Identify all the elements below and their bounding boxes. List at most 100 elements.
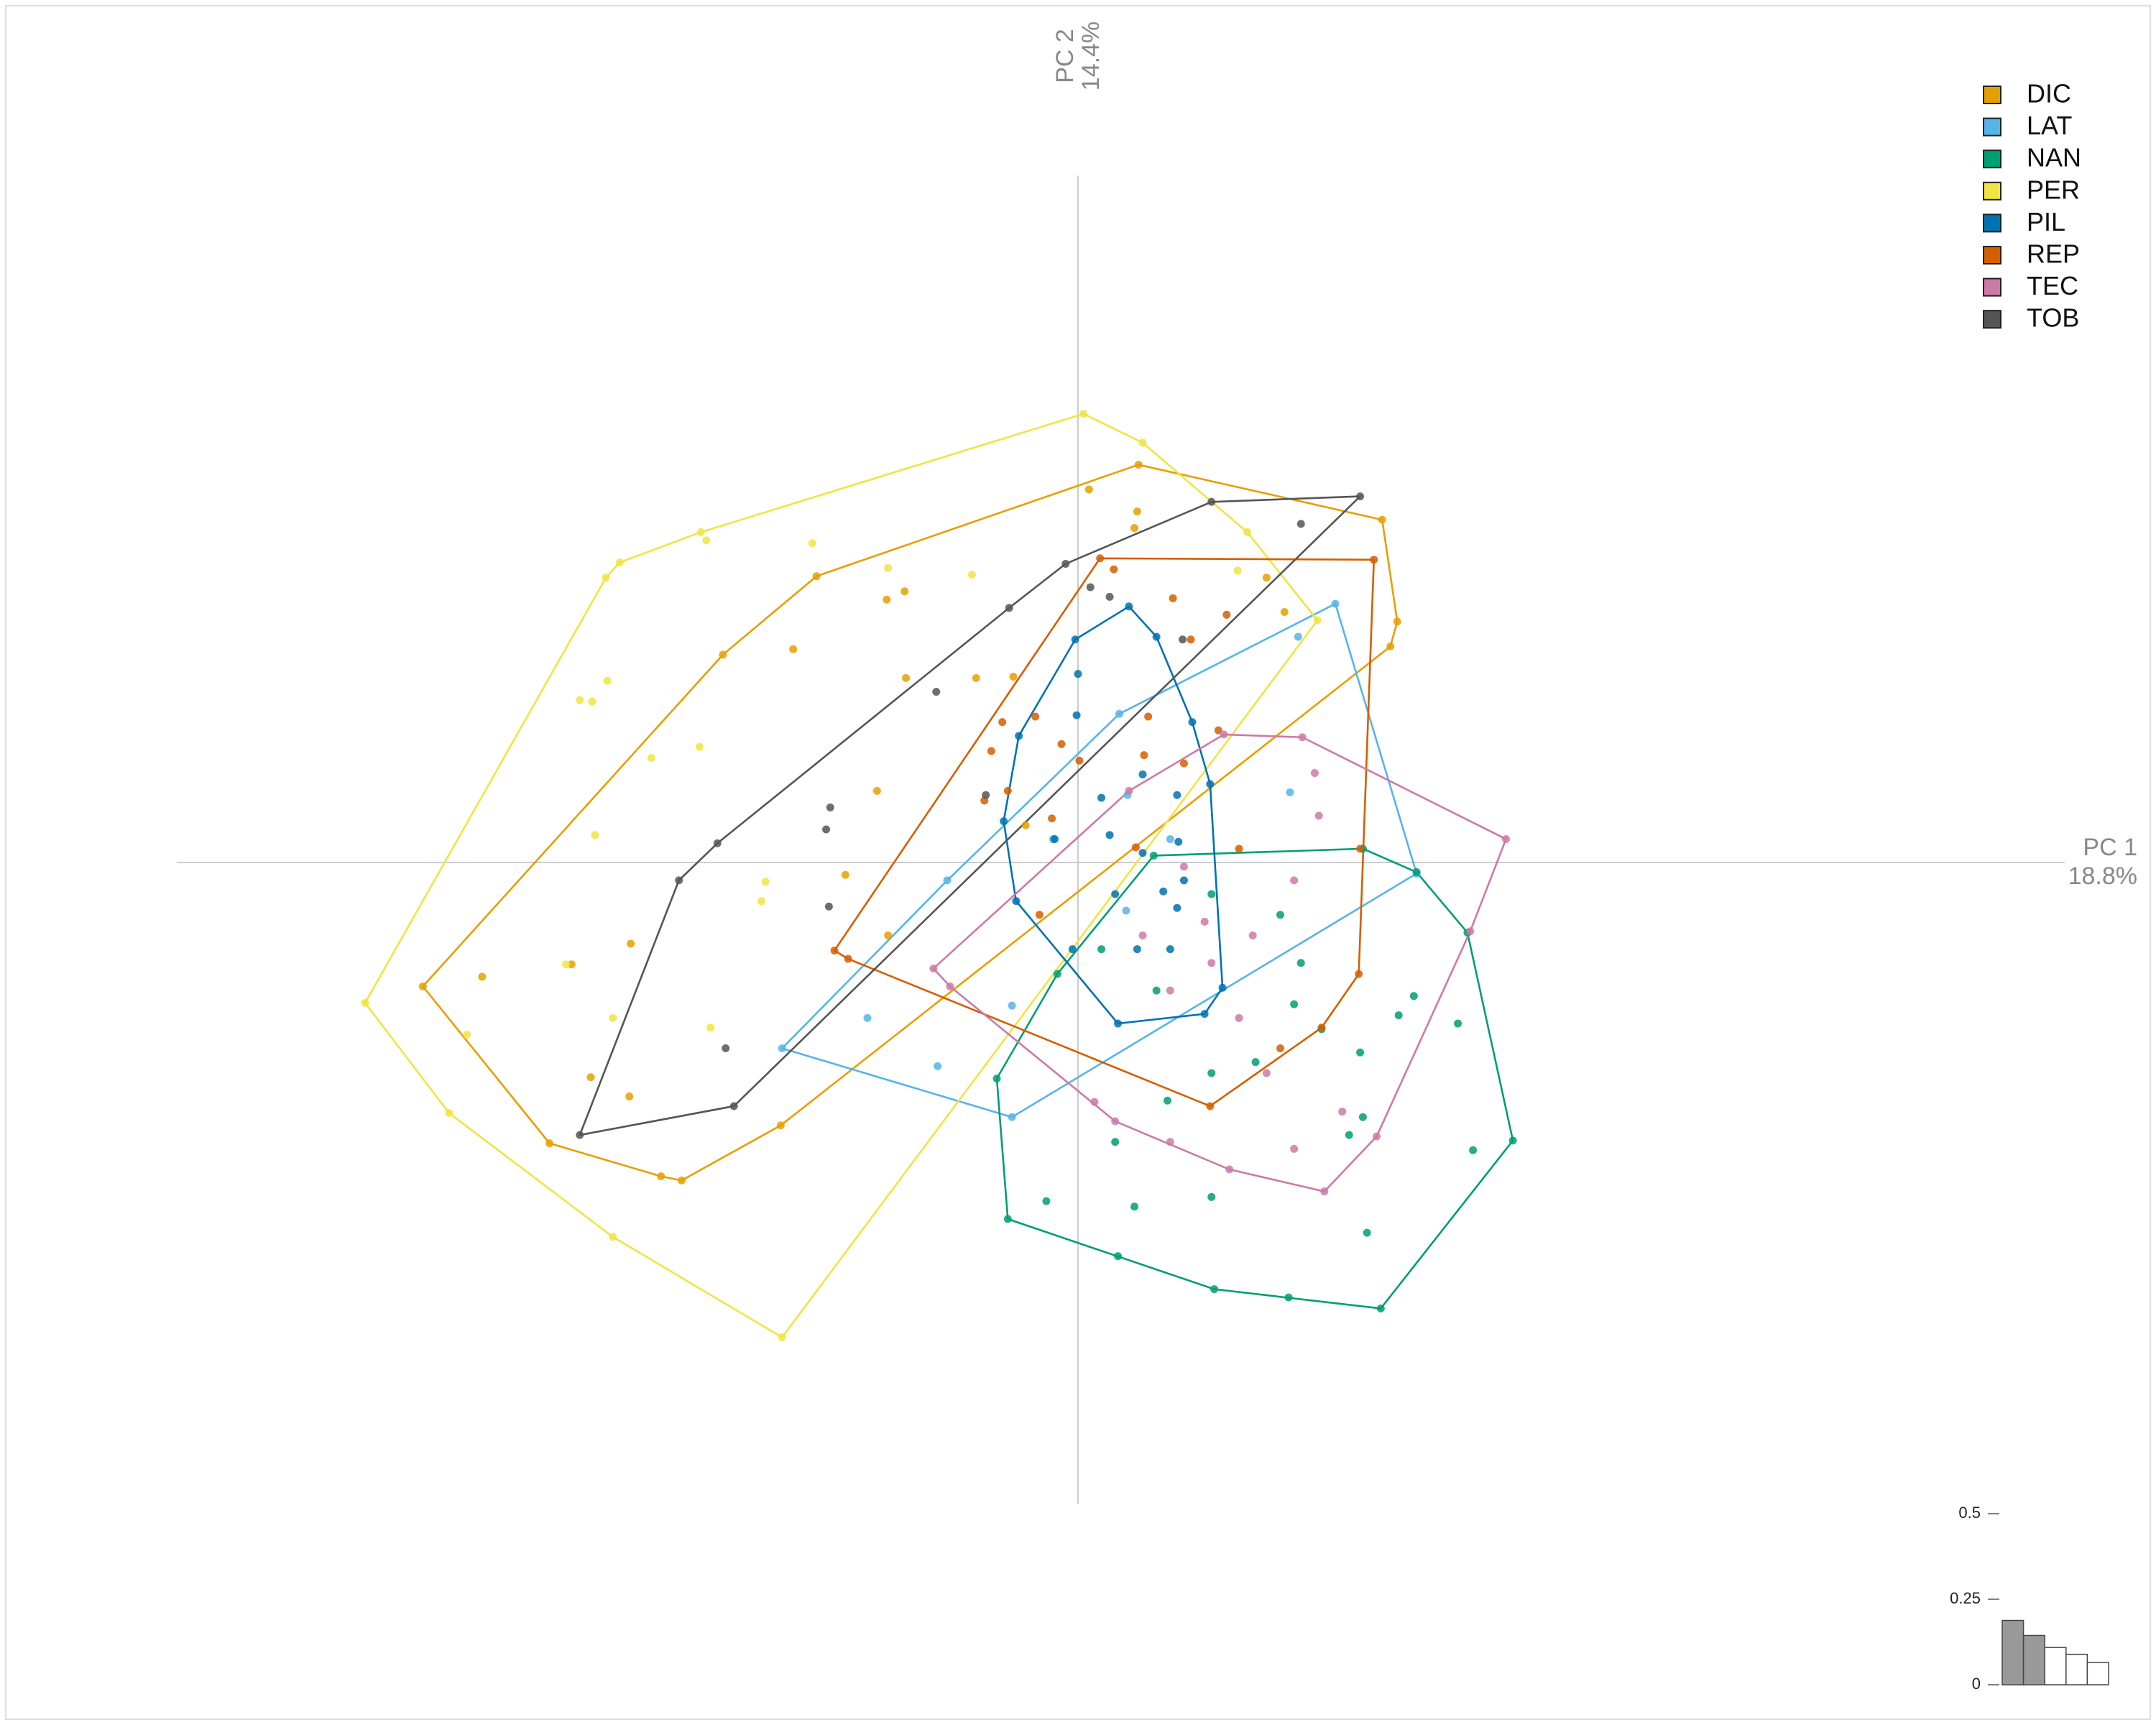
legend-label: PIL: [2027, 207, 2065, 236]
point: [1218, 983, 1227, 992]
point: [1105, 592, 1114, 601]
point: [1358, 1113, 1367, 1121]
point: [1061, 559, 1070, 568]
point: [1138, 931, 1147, 939]
point: [1214, 726, 1222, 735]
point: [946, 982, 954, 990]
point: [884, 931, 893, 939]
point: [1005, 604, 1013, 612]
point: [826, 803, 834, 811]
point: [778, 1333, 786, 1342]
point: [900, 587, 909, 596]
point: [1008, 1113, 1016, 1121]
legend-label: TOB: [2027, 303, 2079, 333]
bar: [2086, 1662, 2109, 1685]
point: [463, 1030, 471, 1039]
point: [1140, 751, 1148, 760]
point: [1222, 610, 1231, 619]
point: [1314, 811, 1323, 820]
point: [1317, 1024, 1326, 1032]
point: [1003, 786, 1012, 795]
point: [1125, 786, 1133, 795]
point: [1338, 1108, 1347, 1116]
point: [609, 1013, 617, 1022]
point: [729, 1102, 738, 1110]
point: [1110, 565, 1118, 574]
point: [603, 676, 612, 685]
point: [696, 528, 705, 536]
legend-swatch: [1983, 117, 2001, 137]
point: [972, 673, 980, 682]
y-tick-label: 0.25: [1950, 1589, 1981, 1607]
point: [824, 902, 833, 911]
point: [968, 571, 977, 579]
point: [702, 536, 711, 545]
point: [1393, 617, 1401, 626]
point: [1235, 845, 1243, 853]
point: [1207, 497, 1216, 506]
point: [1320, 1187, 1329, 1196]
x-axis-variance: 18.8%: [2068, 862, 2137, 890]
point: [1508, 1136, 1517, 1145]
point: [1097, 945, 1106, 954]
point: [1125, 602, 1133, 611]
hull: [421, 464, 1399, 1182]
legend-label: NAN: [2027, 143, 2081, 172]
point: [1115, 709, 1123, 718]
point: [1200, 917, 1209, 926]
frame: [5, 5, 2151, 1720]
legend-label: REP: [2027, 239, 2080, 269]
point: [1200, 1010, 1209, 1018]
point: [808, 539, 816, 548]
point: [1394, 1011, 1403, 1020]
point: [1122, 906, 1130, 915]
point: [1166, 945, 1174, 954]
point: [1363, 1228, 1371, 1237]
point: [902, 673, 911, 682]
point: [1373, 1132, 1381, 1141]
point: [567, 960, 576, 969]
point: [872, 786, 881, 795]
point: [1149, 851, 1158, 860]
point: [987, 747, 995, 755]
point: [1166, 986, 1174, 995]
point: [1206, 780, 1215, 788]
point: [841, 870, 849, 879]
point: [1409, 992, 1418, 1000]
point: [1233, 566, 1242, 575]
point: [1248, 931, 1257, 939]
legend-label: DIC: [2027, 79, 2071, 109]
point: [1068, 945, 1077, 954]
point: [478, 972, 487, 981]
point: [1072, 711, 1081, 719]
point: [1313, 616, 1322, 625]
point: [602, 574, 610, 582]
point: [1152, 632, 1161, 641]
legend-label: LAT: [2027, 111, 2072, 140]
point: [1207, 959, 1216, 967]
point: [576, 696, 584, 704]
point: [1251, 1058, 1260, 1067]
legend-swatch: [1983, 213, 2001, 233]
point: [647, 753, 655, 762]
hull: [1003, 605, 1224, 1025]
point: [1111, 1117, 1120, 1126]
point: [1009, 672, 1018, 681]
point: [1276, 1044, 1285, 1053]
legend-swatch: [1983, 246, 2001, 264]
point: [625, 1092, 634, 1101]
points: [361, 410, 1517, 1342]
point: [719, 650, 727, 659]
point: [418, 982, 427, 990]
point: [932, 688, 941, 696]
point: [992, 1075, 1001, 1083]
point: [1173, 791, 1181, 799]
point: [1296, 520, 1305, 528]
point: [1179, 759, 1188, 768]
point: [982, 791, 990, 799]
point: [998, 718, 1007, 727]
point: [1469, 1146, 1478, 1154]
point: [1296, 959, 1305, 967]
y-axis-variance: 14.4%: [1077, 22, 1105, 91]
point: [1133, 945, 1141, 954]
